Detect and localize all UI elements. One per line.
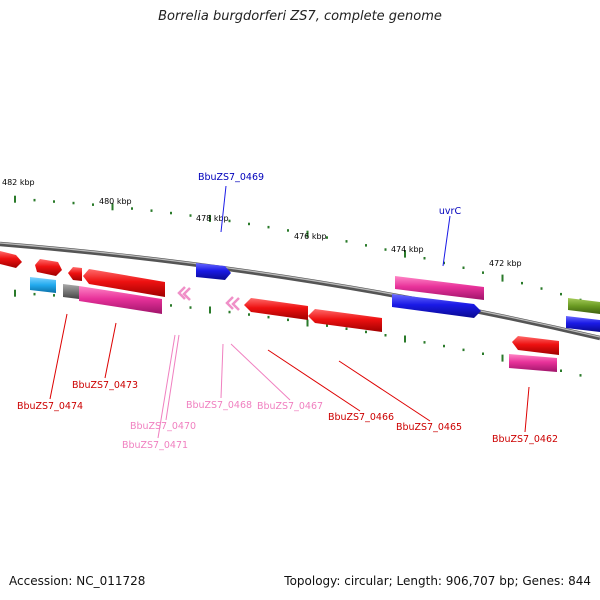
kbp-tick — [72, 201, 75, 205]
genome-summary-text: Topology: circular; Length: 906,707 bp; … — [284, 574, 591, 588]
kbp-tick — [482, 352, 484, 355]
kbp-tick — [170, 211, 172, 215]
kbp-tick — [209, 214, 211, 222]
kbp-tick — [131, 207, 133, 210]
kbp-tick — [248, 222, 250, 226]
gene-arrow[interactable] — [83, 269, 165, 297]
gene-label[interactable]: BbuZS7_0462 — [492, 434, 558, 445]
kbp-tick — [189, 214, 192, 217]
kbp-tick — [501, 354, 504, 362]
kbp-tick — [267, 315, 270, 319]
gene-arrow[interactable] — [196, 263, 231, 280]
kbp-label: 472 kbp — [489, 259, 522, 268]
kbp-tick — [365, 330, 367, 334]
kbp-tick — [170, 304, 172, 307]
gene-arrow[interactable] — [392, 294, 481, 318]
kbp-tick — [365, 244, 367, 247]
kbp-labels: 482 kbp 480 kbp 478 kbp 476 kbp 474 kbp … — [2, 178, 522, 268]
kbp-tick — [423, 341, 426, 344]
kbp-tick — [287, 229, 289, 232]
kbp-tick — [150, 209, 153, 212]
kbp-label: 480 kbp — [99, 197, 132, 206]
kbp-tick — [404, 335, 406, 343]
gene-arrow[interactable] — [225, 296, 240, 311]
kbp-tick — [404, 250, 406, 258]
kbp-ticks — [14, 195, 582, 377]
gene-arrow[interactable] — [509, 354, 557, 372]
label-leader-lines — [49, 185, 530, 439]
genome-backbone — [0, 241, 600, 341]
gene-arrow[interactable] — [177, 286, 191, 301]
kbp-tick — [14, 289, 16, 297]
kbp-tick — [14, 195, 16, 203]
gene-label[interactable]: BbuZS7_0469 — [198, 172, 264, 183]
gene-arrow[interactable] — [35, 259, 62, 276]
gene-label[interactable]: uvrC — [439, 206, 462, 217]
kbp-tick — [462, 348, 465, 352]
gene-label[interactable]: BbuZS7_0470 — [130, 421, 196, 432]
kbp-tick — [326, 236, 328, 239]
kbp-label: 476 kbp — [294, 232, 327, 241]
accession-text: Accession: NC_011728 — [9, 574, 146, 588]
map-title: Borrelia burgdorferi ZS7, complete genom… — [158, 9, 442, 24]
gene-label[interactable]: BbuZS7_0474 — [17, 401, 83, 412]
kbp-tick — [228, 219, 231, 223]
kbp-label: 478 kbp — [196, 214, 229, 223]
kbp-tick — [209, 306, 211, 314]
kbp-tick — [443, 261, 445, 265]
gene-label[interactable]: BbuZS7_0465 — [396, 422, 462, 433]
kbp-tick — [306, 319, 309, 327]
kbp-tick — [482, 271, 484, 274]
kbp-tick — [33, 292, 36, 296]
gene-arrow[interactable] — [566, 316, 600, 332]
gene-arrow[interactable] — [395, 276, 484, 300]
kbp-tick — [92, 203, 94, 206]
gene-features — [0, 251, 600, 372]
gene-arrow[interactable] — [308, 309, 382, 332]
gene-arrow[interactable] — [568, 298, 600, 314]
kbp-tick — [306, 230, 309, 238]
gene-label[interactable]: BbuZS7_0466 — [328, 412, 394, 423]
gene-arrow[interactable] — [68, 267, 82, 281]
gene-label[interactable]: BbuZS7_0473 — [72, 380, 138, 391]
kbp-tick — [345, 327, 348, 330]
kbp-tick — [501, 274, 504, 282]
kbp-tick — [560, 292, 562, 296]
kbp-tick — [423, 257, 426, 260]
gene-label[interactable]: BbuZS7_0468 — [186, 400, 252, 411]
gene-arrow[interactable] — [244, 298, 308, 320]
kbp-tick — [267, 225, 270, 229]
gene-arrow[interactable] — [30, 277, 56, 293]
kbp-tick — [345, 240, 348, 243]
kbp-tick — [384, 248, 387, 251]
kbp-tick — [462, 266, 465, 269]
kbp-tick — [326, 324, 328, 327]
gene-label[interactable]: BbuZS7_0471 — [122, 440, 188, 451]
kbp-tick — [189, 306, 192, 309]
gene-arrow[interactable] — [63, 284, 79, 299]
kbp-tick — [53, 200, 55, 203]
gene-labels: BbuZS7_0469 uvrC BbuZS7_0473 BbuZS7_0474… — [17, 172, 558, 451]
kbp-tick — [521, 281, 523, 285]
gene-arrow[interactable] — [512, 336, 559, 355]
gene-label[interactable]: BbuZS7_0467 — [257, 401, 323, 412]
gene-arrow[interactable] — [0, 251, 22, 268]
kbp-tick — [287, 318, 289, 322]
kbp-tick — [33, 198, 36, 202]
gene-arrow[interactable] — [79, 286, 162, 314]
kbp-tick — [579, 374, 582, 377]
kbp-tick — [540, 287, 543, 290]
kbp-tick — [228, 310, 231, 314]
kbp-tick — [53, 294, 55, 297]
kbp-tick — [384, 334, 387, 337]
kbp-label: 482 kbp — [2, 178, 35, 187]
kbp-tick — [111, 203, 114, 211]
kbp-label: 474 kbp — [391, 245, 424, 254]
kbp-tick — [560, 369, 562, 372]
kbp-tick — [443, 344, 445, 348]
kbp-tick — [248, 313, 250, 316]
